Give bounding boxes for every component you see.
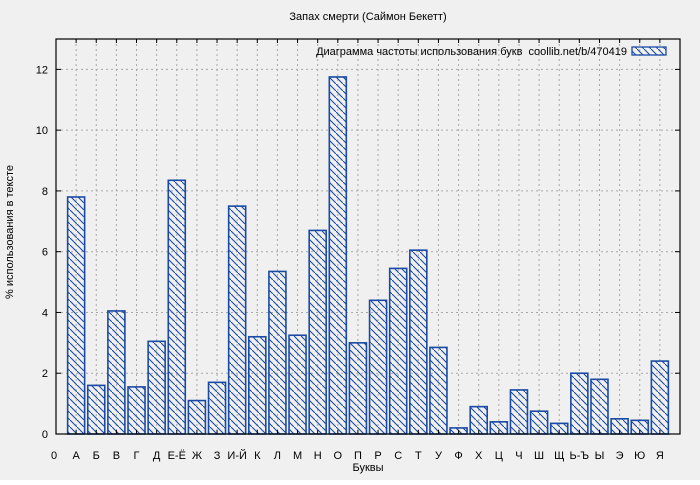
x-tick-label: П <box>354 450 362 462</box>
bar-З <box>207 381 227 435</box>
y-tick-label: 12 <box>36 64 48 76</box>
x-tick-label: Ш <box>534 450 544 462</box>
bar-К <box>247 335 267 435</box>
x-tick-label: Л <box>274 450 281 462</box>
x-tick-label: Б <box>93 450 100 462</box>
x-tick-label: Ч <box>515 450 522 462</box>
bar-А <box>66 196 86 435</box>
y-tick-label: 0 <box>42 429 48 441</box>
y-tick-label: 6 <box>42 247 48 259</box>
bar-И-Й <box>227 205 247 435</box>
x-origin-label: 0 <box>51 450 57 462</box>
bar-Н <box>308 229 327 435</box>
bar-Е-Ё <box>167 179 187 435</box>
x-tick-label: Х <box>475 450 483 462</box>
x-tick-label: У <box>435 450 443 462</box>
x-tick-label: Е-Ё <box>168 450 186 462</box>
x-tick-label: О <box>334 450 343 462</box>
x-tick-label: Ф <box>454 450 462 462</box>
x-tick-label: С <box>394 450 402 462</box>
x-tick-label: Г <box>134 450 140 462</box>
x-tick-label: Ц <box>495 450 503 462</box>
bar-М <box>288 334 307 435</box>
x-tick-label: З <box>214 450 221 462</box>
x-tick-label: Д <box>153 450 161 462</box>
bar-Т <box>409 249 428 435</box>
x-tick-label: Ю <box>634 450 645 462</box>
bar-В <box>107 310 126 435</box>
y-tick-label: 2 <box>42 368 48 380</box>
bar-Х <box>469 405 489 435</box>
chart-title: Запах смерти (Саймон Бекетт) <box>289 11 446 23</box>
bar-Ч <box>509 389 529 435</box>
bar-Ж <box>187 399 207 435</box>
x-tick-label: Т <box>415 450 422 462</box>
x-tick-label: Ы <box>595 450 605 462</box>
x-tick-label: Н <box>314 450 322 462</box>
x-tick-label: Э <box>616 450 624 462</box>
bar-Б <box>86 384 106 435</box>
bar-Ь-Ъ <box>570 372 589 435</box>
bar-Ы <box>590 378 609 435</box>
x-axis-label: Буквы <box>352 462 383 474</box>
y-tick-label: 8 <box>42 186 48 198</box>
bar-Л <box>268 270 287 435</box>
axis-tick-labels: 0 2 4 6 8 10 12 0 А Б В Г Д Е-Ё Ж З И-Й К Л М Н О П Р С Т У Ф Х Ц Ч Ш Щ Ь… <box>36 64 664 462</box>
y-tick-label: 4 <box>42 307 48 319</box>
bar-П <box>348 342 368 435</box>
bar-Г <box>127 386 146 435</box>
y-tick-label: 10 <box>36 125 48 137</box>
x-tick-label: Ь-Ъ <box>570 450 590 462</box>
x-tick-label: Ж <box>192 450 202 462</box>
x-tick-label: А <box>72 450 80 462</box>
legend-label: Диаграмма частоты использования букв coo… <box>316 46 627 58</box>
bar-Р <box>368 299 388 435</box>
x-tick-label: В <box>113 450 120 462</box>
bar-О <box>328 76 348 435</box>
y-axis-label: % использования в тексте <box>4 165 16 299</box>
legend-swatch <box>631 46 667 56</box>
plot-frame <box>55 38 681 435</box>
x-tick-label: Я <box>656 450 664 462</box>
bar-У <box>429 346 448 435</box>
bar-С <box>388 267 408 435</box>
bar-Д <box>147 340 166 435</box>
x-tick-label: Р <box>374 450 381 462</box>
bar-Я <box>650 360 670 435</box>
x-tick-label: Щ <box>554 450 564 462</box>
x-tick-label: М <box>293 450 302 462</box>
x-tick-label: К <box>254 450 261 462</box>
x-tick-label: И-Й <box>227 449 246 462</box>
tick-layer <box>55 39 680 435</box>
